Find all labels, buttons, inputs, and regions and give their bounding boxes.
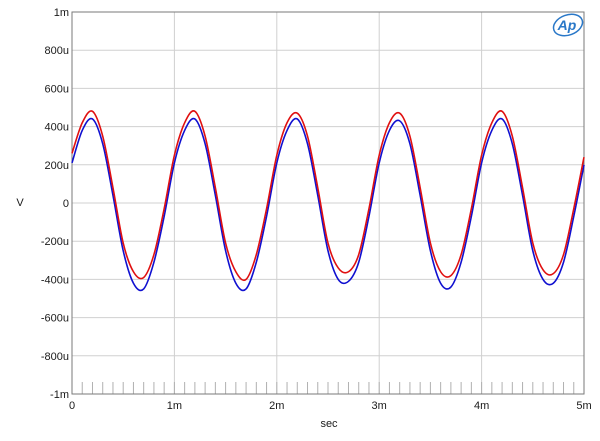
- y-tick-label: 600u: [45, 83, 69, 95]
- x-tick-label: 0: [69, 400, 75, 412]
- y-tick-label: 1m: [54, 7, 69, 19]
- series-line-2: [71, 110, 585, 282]
- y-tick-label: 0: [63, 198, 69, 210]
- y-tick-label: 800u: [45, 45, 69, 57]
- y-tick-label: 200u: [45, 160, 69, 172]
- x-axis-label: sec: [320, 418, 338, 430]
- y-tick-label: 400u: [45, 122, 69, 134]
- plot-frame: [71, 11, 585, 395]
- x-tick-label: 3m: [372, 400, 387, 412]
- series-layer: [71, 110, 585, 292]
- x-tick-label: 1m: [167, 400, 182, 412]
- y-tick-label: -400u: [41, 274, 69, 286]
- y-tick-labels: 1m 800u 600u 400u 200u 0 -200u -400u -600u -800u -…: [41, 7, 69, 401]
- ap-logo: Ap: [552, 13, 584, 37]
- ap-logo-text: Ap: [557, 17, 577, 33]
- y-tick-label: -200u: [41, 236, 69, 248]
- y-tick-label: -1m: [50, 389, 69, 401]
- x-tick-labels: 0 1m 2m 3m 4m 5m: [69, 400, 592, 412]
- x-tick-label: 4m: [474, 400, 489, 412]
- ap-logo-swoosh: [552, 13, 584, 37]
- x-tick-label: 2m: [269, 400, 284, 412]
- y-tick-label: -800u: [41, 351, 69, 363]
- y-axis-label: V: [16, 197, 24, 209]
- y-tick-label: -600u: [41, 313, 69, 325]
- x-tick-label: 5m: [576, 400, 591, 412]
- series-line-1: [71, 117, 585, 292]
- minor-ticks: [81, 382, 575, 394]
